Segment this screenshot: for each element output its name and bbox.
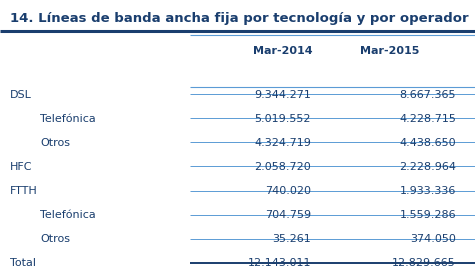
Text: 8.667.365: 8.667.365 <box>399 90 456 100</box>
Text: 35.261: 35.261 <box>272 234 311 244</box>
Text: 374.050: 374.050 <box>410 234 456 244</box>
Text: 2.228.964: 2.228.964 <box>399 162 456 172</box>
Text: 5.019.552: 5.019.552 <box>255 114 311 124</box>
Text: 9.344.271: 9.344.271 <box>254 90 311 100</box>
Text: Mar-2015: Mar-2015 <box>360 46 419 57</box>
Text: 12.143.011: 12.143.011 <box>247 258 311 268</box>
Text: Mar-2014: Mar-2014 <box>253 46 313 57</box>
Text: 740.020: 740.020 <box>265 186 311 196</box>
Text: 704.759: 704.759 <box>265 210 311 220</box>
Text: DSL: DSL <box>10 90 31 100</box>
Text: 2.058.720: 2.058.720 <box>255 162 311 172</box>
Text: 12.829.665: 12.829.665 <box>392 258 456 268</box>
Text: 4.228.715: 4.228.715 <box>399 114 456 124</box>
Text: FTTH: FTTH <box>10 186 37 196</box>
Text: Telefónica: Telefónica <box>40 210 96 220</box>
Text: Telefónica: Telefónica <box>40 114 96 124</box>
Text: 1.933.336: 1.933.336 <box>399 186 456 196</box>
Text: Total: Total <box>10 258 36 268</box>
Text: HFC: HFC <box>10 162 32 172</box>
Text: 4.438.650: 4.438.650 <box>399 138 456 148</box>
Text: 1.559.286: 1.559.286 <box>399 210 456 220</box>
Text: Otros: Otros <box>40 138 70 148</box>
Text: Otros: Otros <box>40 234 70 244</box>
Text: 14. Líneas de banda ancha fija por tecnología y por operador: 14. Líneas de banda ancha fija por tecno… <box>10 12 468 25</box>
Text: 4.324.719: 4.324.719 <box>254 138 311 148</box>
